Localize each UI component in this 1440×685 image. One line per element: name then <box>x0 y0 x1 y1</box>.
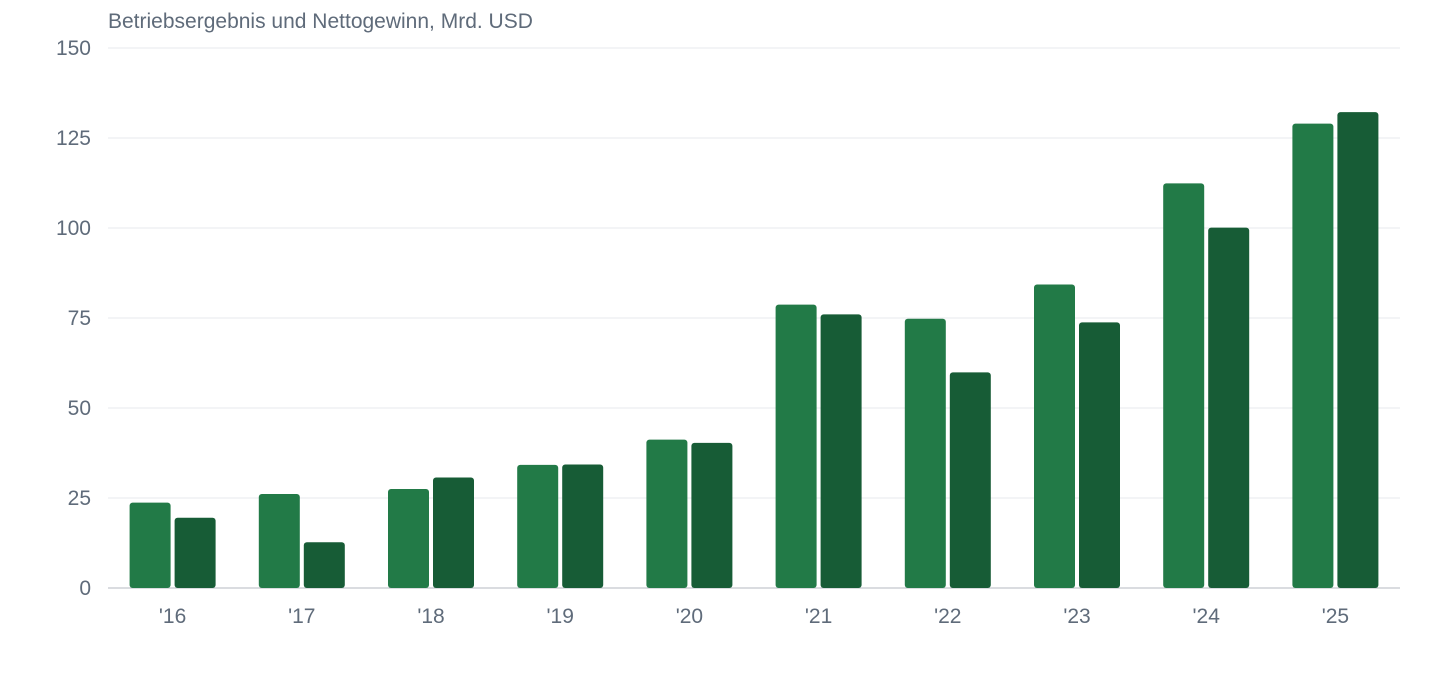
x-tick-label: '19 <box>547 605 574 628</box>
x-tick-label: '21 <box>805 605 832 628</box>
y-tick-label: 50 <box>68 397 91 420</box>
chart-title: Betriebsergebnis und Nettogewinn, Mrd. U… <box>108 10 533 33</box>
bar-series-1 <box>1163 183 1205 589</box>
bar-series-2 <box>1079 322 1120 588</box>
x-tick-label: '24 <box>1193 605 1221 628</box>
y-tick-label: 100 <box>56 217 91 240</box>
x-tick-label: '18 <box>417 605 444 628</box>
bar-series-1 <box>646 439 688 588</box>
bar-series-2 <box>562 464 604 588</box>
y-tick-label: 25 <box>68 487 91 510</box>
y-tick-label: 0 <box>79 577 91 600</box>
bar-series-2 <box>691 442 733 588</box>
bar-series-1 <box>904 318 946 588</box>
y-tick-label: 150 <box>56 37 91 60</box>
bar-series-1 <box>1292 123 1334 588</box>
bar-series-1 <box>129 502 171 588</box>
x-tick-label: '16 <box>159 605 186 628</box>
x-tick-label: '20 <box>676 605 703 628</box>
bar-series-1 <box>258 494 300 588</box>
y-tick-label: 75 <box>68 307 91 330</box>
x-tick-label: '17 <box>288 605 315 628</box>
bar-series-1 <box>775 304 817 588</box>
y-axis: 0 25 50 75 100 125 150 <box>56 37 91 600</box>
bars <box>129 112 1379 589</box>
x-tick-label: '25 <box>1322 605 1349 628</box>
bar-series-2 <box>949 372 991 588</box>
bar-series-2 <box>303 542 345 588</box>
grid-layer <box>108 47 1400 589</box>
bar-series-2 <box>1208 227 1250 588</box>
bar-series-2 <box>820 314 862 588</box>
x-tick-label: '22 <box>934 605 961 628</box>
bar-series-2 <box>174 517 216 588</box>
x-axis: '16 '17 '18 '19 '20 '21 '22 '23 '24 '25 <box>159 605 1349 628</box>
bar-series-1 <box>517 464 559 588</box>
x-tick-label: '23 <box>1063 605 1090 628</box>
bar-series-2 <box>1337 112 1379 588</box>
bar-series-1 <box>388 489 429 588</box>
y-tick-label: 125 <box>56 127 91 150</box>
bar-series-1 <box>1034 284 1075 588</box>
bar-series-2 <box>433 477 474 588</box>
